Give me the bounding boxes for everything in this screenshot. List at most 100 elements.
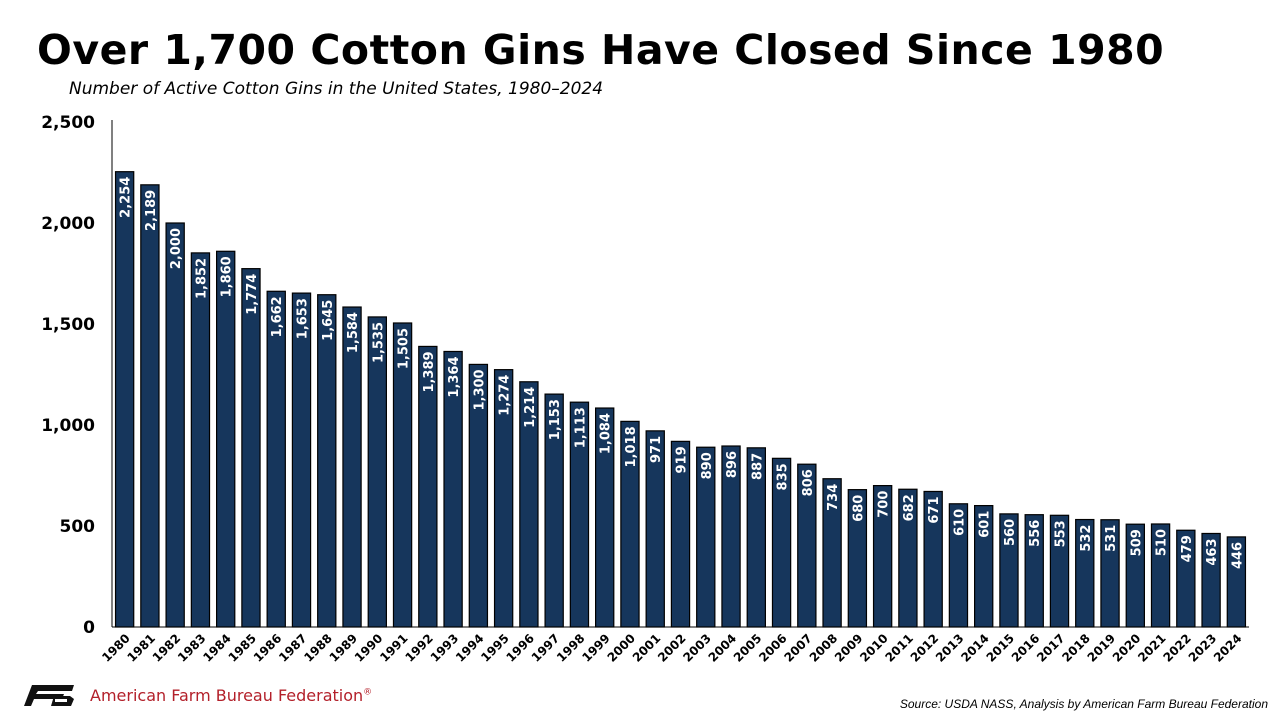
x-tick-label: 2006	[756, 631, 790, 665]
x-tick-label: 2022	[1160, 631, 1194, 665]
bar-value-label: 887	[750, 453, 765, 480]
bar-value-label: 1,860	[220, 256, 235, 297]
x-tick-label: 2005	[731, 631, 765, 665]
bar-value-label: 463	[1205, 538, 1220, 565]
x-tick-label: 1997	[529, 631, 563, 665]
x-tick-label: 1989	[327, 631, 361, 665]
x-tick-label: 1999	[579, 631, 613, 665]
bar-value-label: 896	[725, 451, 740, 478]
bar-value-label: 890	[700, 452, 715, 479]
x-tick-label: 1986	[251, 631, 285, 665]
x-tick-label: 1996	[504, 631, 538, 665]
y-tick-label: 1,500	[41, 315, 95, 335]
x-tick-label: 2001	[630, 631, 664, 665]
bar-value-label: 560	[1003, 519, 1018, 546]
bar-value-label: 1,389	[422, 351, 437, 392]
y-tick-label: 2,000	[41, 214, 95, 234]
bar-chart: 0 500 1,000 1,500 2,000 2,500 2,254 2,189 2,000…	[41, 113, 1249, 665]
bar-value-label: 1,645	[321, 300, 336, 341]
bar-value-label: 919	[675, 446, 690, 473]
bar	[190, 252, 211, 628]
bar-value-label: 1,214	[523, 387, 538, 428]
bar-value-label: 2,000	[169, 228, 184, 269]
x-tick-label: 2015	[984, 631, 1018, 665]
x-tick-label: 1984	[200, 631, 234, 665]
x-tick-label: 2000	[605, 631, 639, 665]
bar-value-label: 1,774	[245, 274, 260, 315]
chart-title: Over 1,700 Cotton Gins Have Closed Since…	[37, 26, 1165, 74]
y-tick-label: 1,000	[41, 416, 95, 436]
x-tick-label: 2009	[832, 631, 866, 665]
x-tick-label: 1980	[99, 631, 133, 665]
bar-value-label: 1,653	[296, 298, 311, 339]
bar-value-label: 601	[978, 511, 993, 538]
bar	[342, 306, 362, 628]
x-tick-label: 2023	[1186, 631, 1220, 665]
chart-subtitle: Number of Active Cotton Gins in the Unit…	[69, 79, 604, 99]
fb-logo-icon	[24, 685, 74, 706]
bars-group: 2,254 2,189 2,000 1,852 1,860 1,774 1,662 1,653…	[114, 171, 1247, 628]
bar-value-label: 556	[1028, 520, 1043, 547]
x-tick-label: 1991	[377, 631, 411, 665]
bar-value-label: 734	[826, 484, 841, 511]
x-tick-label: 2024	[1211, 631, 1245, 665]
bar-value-label: 806	[801, 469, 816, 496]
bar-value-label: 700	[877, 491, 892, 518]
x-tick-label: 1985	[226, 631, 260, 665]
x-tick-label: 1988	[301, 631, 335, 665]
x-tick-label: 2014	[958, 631, 992, 665]
bar-value-label: 532	[1079, 525, 1094, 552]
bar-value-label: 553	[1054, 520, 1069, 547]
x-tick-label: 1993	[428, 631, 462, 665]
x-tick-label: 2013	[933, 631, 967, 665]
bar-value-label: 479	[1180, 535, 1195, 562]
trademark-mark: ®	[363, 687, 373, 698]
bar	[216, 250, 236, 628]
organization-name: American Farm Bureau Federation®	[90, 686, 372, 705]
bar-value-label: 1,364	[447, 356, 462, 397]
x-tick-label: 2016	[1009, 631, 1043, 665]
bar	[266, 290, 286, 628]
bar-value-label: 1,662	[270, 296, 285, 337]
bar-value-label: 680	[851, 495, 866, 522]
x-tick-label: 2002	[655, 631, 689, 665]
bar-value-label: 2,189	[144, 190, 159, 231]
x-tick-label: 2008	[807, 631, 841, 665]
x-tick-label: 2019	[1085, 631, 1119, 665]
organization-label: American Farm Bureau Federation	[90, 685, 364, 705]
x-tick-label: 2018	[1059, 631, 1093, 665]
bar-value-label: 1,084	[599, 413, 614, 454]
x-tick-label: 2007	[781, 631, 815, 665]
bar-value-label: 1,584	[346, 312, 361, 353]
bar	[114, 171, 135, 628]
bar-value-label: 1,274	[498, 375, 513, 416]
bar-value-label: 1,018	[624, 426, 639, 467]
bar	[317, 294, 337, 628]
source-note: Source: USDA NASS, Analysis by American …	[899, 697, 1268, 711]
bar-value-label: 1,852	[194, 258, 209, 299]
footer-branding: American Farm Bureau Federation®	[24, 683, 372, 707]
bar	[291, 292, 312, 628]
bar	[140, 184, 160, 628]
bar-value-label: 531	[1104, 525, 1119, 552]
bar-value-label: 1,535	[371, 322, 386, 363]
bar-value-label: 510	[1155, 529, 1170, 556]
bar-value-label: 682	[902, 494, 917, 521]
x-tick-label: 1994	[453, 631, 487, 665]
bar-value-label: 1,113	[573, 407, 588, 448]
y-tick-label: 0	[83, 618, 95, 638]
x-tick-label: 1992	[402, 631, 436, 665]
x-tick-label: 1990	[352, 631, 386, 665]
x-tick-label: 1987	[276, 631, 310, 665]
x-tick-label: 2010	[857, 631, 891, 665]
x-tick-label: 1995	[478, 631, 512, 665]
bar	[165, 222, 185, 628]
x-tick-label: 1981	[125, 631, 159, 665]
bar-value-label: 1,505	[397, 328, 412, 369]
bar-value-label: 835	[776, 463, 791, 490]
y-axis: 0 500 1,000 1,500 2,000 2,500	[41, 113, 113, 638]
x-tick-label: 1998	[554, 631, 588, 665]
x-tick-label: 1982	[150, 631, 184, 665]
x-tick-label: 1983	[175, 631, 209, 665]
y-tick-label: 500	[60, 517, 96, 537]
